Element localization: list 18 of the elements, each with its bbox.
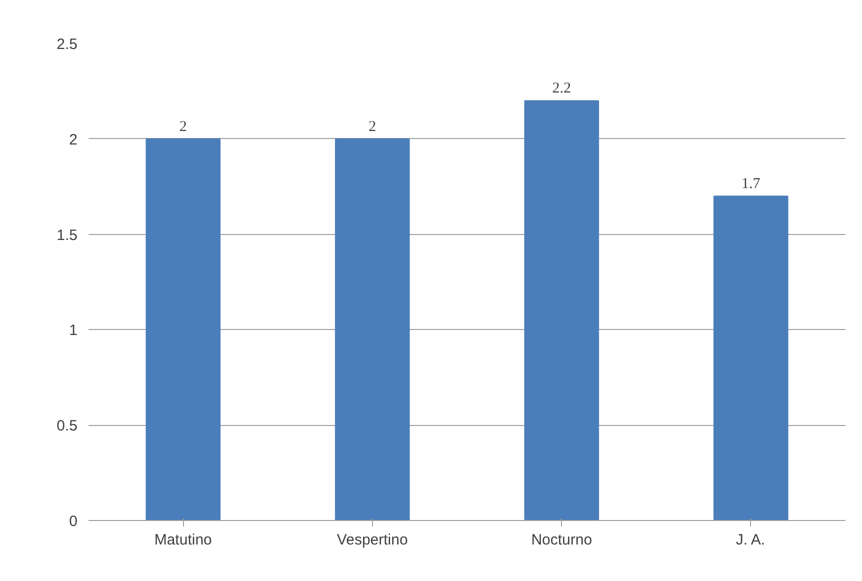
x-tick-label: J. A. — [736, 532, 766, 548]
y-tick-label: 1 — [69, 322, 78, 340]
bar — [146, 138, 221, 520]
y-tick-label: 2 — [69, 131, 78, 148]
data-label: 2 — [179, 118, 187, 135]
y-tick-label: 2.5 — [56, 36, 78, 53]
data-label: 1.7 — [742, 176, 761, 192]
y-tick-label: 0 — [69, 513, 78, 530]
x-tick-label: Nocturno — [531, 532, 592, 548]
y-tick-label: 0.5 — [56, 418, 78, 435]
x-tick-label: Vespertino — [336, 532, 408, 548]
x-tick-label: Matutino — [154, 532, 212, 548]
y-tick-label: 1.5 — [56, 226, 78, 244]
data-label: 2.2 — [552, 80, 571, 97]
bar — [524, 100, 600, 520]
bar — [713, 196, 788, 520]
bar — [334, 138, 410, 520]
data-label: 2 — [368, 118, 376, 135]
